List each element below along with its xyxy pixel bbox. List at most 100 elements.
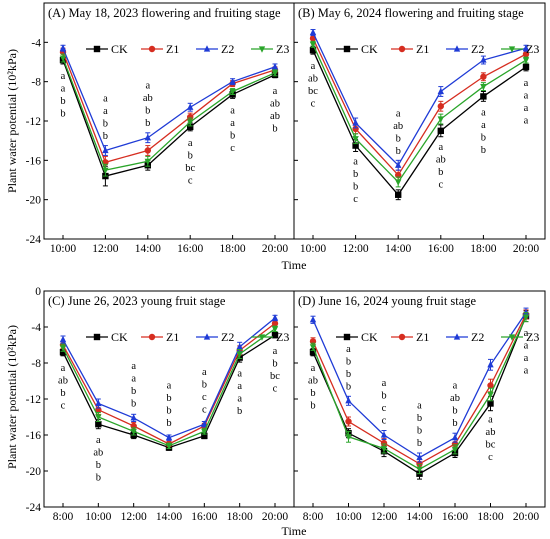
x-tick-label: 8:00: [303, 511, 324, 523]
significance-letter: b: [381, 391, 386, 402]
significance-letter: ab: [393, 121, 403, 132]
panel-title: (B) May 6, 2024 flowering and fruiting s…: [298, 6, 524, 20]
data-point: [130, 428, 137, 436]
x-tick-label: 20:00: [513, 511, 539, 523]
legend-entry-z2: Z2: [446, 42, 484, 56]
series-z1: [59, 47, 279, 169]
data-point: [309, 47, 317, 54]
series-z3: [59, 53, 279, 177]
significance-letter: b: [353, 182, 358, 193]
data-point: [395, 179, 402, 186]
significance-letter: b: [417, 426, 422, 437]
data-point: [345, 418, 352, 425]
significance-letter: a: [237, 381, 242, 392]
legend-label: Z2: [471, 42, 484, 56]
significance-letter: a: [311, 363, 316, 374]
data-point: [59, 349, 67, 356]
y-axis-label-top: Plant water potential (10²kPa): [5, 49, 19, 193]
x-tick-label: 14:00: [385, 243, 411, 255]
y-tick-label: -20: [26, 195, 42, 207]
significance-letter: b: [438, 167, 443, 178]
significance-letter: a: [311, 61, 316, 72]
data-point: [380, 431, 388, 438]
series-z2: [59, 314, 279, 441]
significance-letter: c: [273, 384, 278, 395]
series-z3: [309, 312, 530, 475]
significance-letter: ab: [308, 376, 318, 387]
x-tick-label: 12:00: [371, 511, 397, 523]
legend-entry-z1: Z1: [141, 42, 179, 56]
significance-letter: c: [61, 401, 66, 412]
legend-marker: [148, 333, 156, 341]
series-z2: [59, 44, 279, 156]
significance-letter: b: [310, 388, 315, 399]
data-point: [487, 382, 494, 389]
significance-letter: a: [103, 106, 108, 117]
significance-letter: b: [346, 381, 351, 392]
data-point: [480, 93, 487, 100]
data-point: [165, 433, 173, 441]
legend-label: Z1: [166, 42, 179, 56]
x-axis-label-top: Time: [282, 258, 307, 272]
data-point: [522, 50, 530, 58]
data-point: [144, 147, 151, 154]
data-point: [480, 73, 487, 80]
significance-letter: a: [96, 435, 101, 446]
significance-letter: a: [396, 108, 401, 119]
x-tick-label: 8:00: [53, 511, 74, 523]
significance-letter: b: [166, 406, 171, 417]
data-point: [309, 344, 317, 351]
significance-letter: b: [452, 406, 457, 417]
significance-letter: b: [417, 438, 422, 449]
data-point: [309, 349, 317, 356]
chart-panel-a: -24 -20 -16 -12 -8 -4 10:00 12:00 14:00 16:00 18:0…: [26, 2, 295, 255]
data-point: [271, 314, 279, 321]
data-point: [395, 191, 402, 198]
significance-letter: a: [131, 361, 136, 372]
x-tick-label: 10:00: [335, 511, 361, 523]
data-point: [144, 158, 151, 166]
data-point: [271, 70, 279, 77]
significance-letter: b: [96, 473, 101, 484]
legend-label: Z2: [221, 330, 234, 344]
significance-letter: a: [488, 415, 493, 426]
data-point: [201, 432, 208, 440]
legend-entry-z3: Z3: [251, 330, 289, 344]
significance-letter: a: [273, 346, 278, 357]
significance-letter: a: [524, 366, 529, 377]
significance-letter: a: [237, 394, 242, 405]
series-line: [62, 51, 276, 164]
significance-letter: bc: [486, 440, 496, 451]
significance-letter: ab: [436, 154, 446, 165]
significance-letter: a: [438, 142, 443, 153]
data-point: [352, 125, 359, 133]
significance-letter: b: [396, 146, 401, 157]
legend-marker: [343, 333, 351, 341]
panel-title: (A) May 18, 2023 flowering and fruiting …: [48, 6, 281, 20]
significance-letter: a: [61, 84, 66, 95]
significance-letter: c: [382, 403, 387, 414]
data-point: [480, 56, 487, 63]
significance-letter: b: [60, 96, 65, 107]
legend-marker: [258, 334, 266, 341]
data-point: [95, 399, 102, 407]
significance-letter: a: [453, 381, 458, 392]
x-tick-label: 18:00: [227, 511, 253, 523]
data-point: [345, 397, 352, 404]
legend-entry-z1: Z1: [391, 42, 429, 56]
x-axis-label-bottom: Time: [282, 524, 307, 538]
significance-letter: bc: [185, 163, 195, 174]
series-z2: [309, 28, 530, 171]
significance-letter: ab: [143, 93, 153, 104]
data-point: [102, 167, 109, 174]
series-line: [312, 32, 527, 167]
data-point: [480, 83, 487, 91]
data-point: [95, 421, 102, 428]
significance-letter: b: [103, 131, 108, 142]
legend-label: Z1: [416, 42, 429, 56]
legend-label: Z3: [276, 42, 289, 56]
significance-letter: a: [524, 78, 529, 89]
significance-letter: a: [524, 353, 529, 364]
legend-marker: [203, 333, 211, 340]
